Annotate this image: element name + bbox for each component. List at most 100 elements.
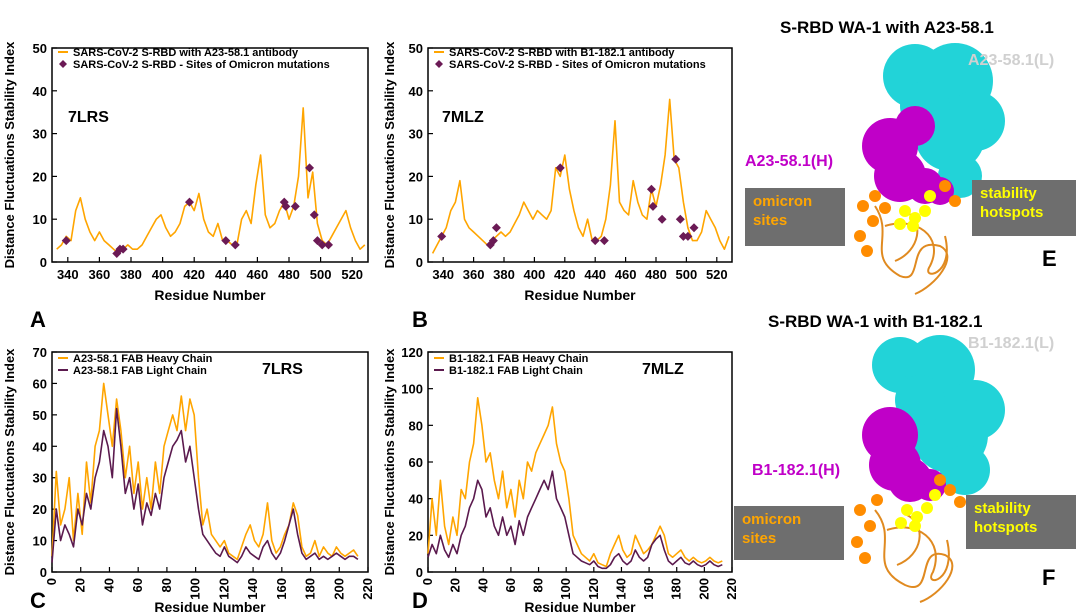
chart-a-omicron-marker [324,240,333,250]
chart-c-x-tick-label: 100 [188,578,203,600]
chart-c-x-tick-label: 20 [73,578,88,592]
chart-c-y-tick-label: 40 [33,439,47,454]
chart-d-x-tick-label: 60 [503,578,518,592]
chart-d-series-line-1 [427,470,723,570]
chart-c-y-tick-label: 50 [33,408,47,423]
chart-c-series-line-0 [51,382,359,561]
chart-b-y-tick-label: 50 [409,41,423,56]
panel-letter-a: A [30,307,46,332]
chart-a-x-tick-label: 520 [341,267,363,282]
chart-d-x-tick-label: 120 [586,578,601,600]
chart-b-legend-label-1: SARS-CoV-2 S-RBD - Sites of Omicron muta… [449,59,706,71]
chart-b-omicron-marker [675,214,685,224]
chart-a-omicron-marker [281,201,291,211]
chart-b-y-tick-label: 40 [409,84,423,99]
chart-b-omicron-marker [485,240,495,250]
chart-c-x-axis-label: Residue Number [154,599,266,614]
chart-b-x-tick-label: 460 [615,267,637,282]
chart-a-x-tick-label: 460 [247,267,269,282]
chart-a-omicron-marker [221,236,231,246]
chart-c-plot-frame [51,351,369,573]
chart-c-x-tick-label: 80 [159,578,174,592]
chart-d-x-tick-label: 200 [696,578,711,600]
chart-a-omicron-marker [61,236,71,246]
chart-a-x-tick-label: 380 [120,267,142,282]
chart-b-omicron-marker [689,223,699,233]
chart-a-omicron-marker [312,236,322,246]
chart-b-x-axis-label: Residue Number [524,287,636,303]
chart-a-x-axis-label: Residue Number [154,287,266,303]
chart-a-x-tick-label: 480 [278,267,300,282]
molecule-f-structure-icon [851,335,1005,603]
chart-c-y-tick-label: 70 [33,345,47,360]
chart-b-omicron-marker [648,201,658,211]
chart-c-x-tick-label: 140 [245,578,260,600]
chart-c-x-tick-label: 220 [360,578,375,600]
chart-b-omicron-marker [657,214,667,224]
chart-c-x-tick-label: 60 [130,578,145,592]
chart-a-omicron-marker [230,240,240,250]
chart-d-plot-frame [427,351,733,573]
chart-d-x-tick-label: 180 [669,578,684,600]
molecule-f-title: S-RBD WA-1 with B1-182.1 [768,312,983,331]
chart-a-y-tick-label: 10 [33,212,47,227]
chart-b-omicron-marker [683,231,693,241]
chart-a-y-tick-label: 0 [40,255,47,270]
chart-a-y-tick-label: 30 [33,127,47,142]
chart-a-y-axis-label: Distance Fluctuations Stability Index [2,41,17,269]
chart-c-legend-label-0: A23-58.1 FAB Heavy Chain [73,353,213,365]
molecule-e-structure-icon [854,43,1005,295]
chart-panel-a: 340 360 380 400 420 440 460 480 500 520 0 10 20 30 40 5… [2,41,369,303]
chart-b-omicron-marker [678,231,688,241]
chart-b-plot-frame [427,47,733,263]
chart-d-legend-label-1: B1-182.1 FAB Light Chain [449,365,583,377]
chart-a-legend-label-0: SARS-CoV-2 S-RBD with A23-58.1 antibody [73,47,299,59]
molecule-f-heavy-chain-label: B1-182.1(H) [752,462,841,479]
chart-c-x-tick-label: 0 [44,578,59,585]
panel-letter-e: E [1042,246,1057,271]
chart-d-y-tick-label: 100 [401,382,423,397]
chart-d-x-tick-label: 140 [613,578,628,600]
chart-c-y-tick-label: 30 [33,471,47,486]
chart-d-y-axis-label: Distance Fluctuations Stability Index [382,348,397,576]
chart-a-x-tick-label: 500 [310,267,332,282]
chart-b-y-tick-label: 0 [416,255,423,270]
chart-b-x-tick-label: 360 [463,267,485,282]
chart-d-x-tick-label: 20 [448,578,463,592]
chart-c-y-tick-label: 60 [33,376,47,391]
chart-b-y-tick-label: 10 [409,212,423,227]
chart-b-omicron-marker [491,223,501,233]
molecule-e-title: S-RBD WA-1 with A23-58.1 [780,18,994,37]
chart-b-omicron-marker [488,236,498,246]
chart-d-x-tick-label: 40 [475,578,490,592]
chart-b-x-tick-label: 480 [645,267,667,282]
chart-d-x-tick-label: 220 [724,578,739,600]
chart-a-x-tick-label: 420 [183,267,205,282]
chart-b-x-tick-label: 420 [554,267,576,282]
chart-c-y-axis-label: Distance Fluctuations Stability Index [2,348,17,576]
chart-panel-c: 0 20 40 60 80 100 120 140 160 180 200 220 0 10 20 30 40 5… [2,345,375,614]
chart-b-omicron-marker [437,231,447,241]
chart-a-series-line-0 [56,107,366,255]
chart-d-y-tick-label: 60 [409,455,423,470]
chart-d-x-axis-label: Residue Number [524,599,636,614]
chart-c-x-tick-label: 120 [216,578,231,600]
chart-a-x-tick-label: 340 [57,267,79,282]
chart-d-y-tick-label: 0 [416,565,423,580]
chart-panel-b: 340 360 380 400 420 440 460 480 500 520 0 10 20 30 40 5… [382,41,733,303]
chart-a-y-tick-label: 50 [33,41,47,56]
chart-c-x-tick-label: 40 [101,578,116,592]
chart-a-y-tick-label: 20 [33,169,47,184]
panel-letter-d: D [412,588,428,613]
chart-a-x-tick-label: 400 [152,267,174,282]
chart-a-legend-swatch-1 [59,60,67,68]
chart-c-series-line-1 [51,407,359,564]
molecule-e-stability-hotspots-box: stability hotspots [972,180,1076,236]
chart-a-omicron-marker [290,201,300,211]
chart-b-x-tick-label: 440 [584,267,606,282]
chart-panel-d: 0 20 40 60 80 100 120 140 160 180 200 220 0 20 40 60 80 1… [382,345,739,614]
chart-a-legend-label-1: SARS-CoV-2 S-RBD - Sites of Omicron muta… [73,59,330,71]
chart-a-x-tick-label: 360 [89,267,111,282]
chart-c-legend-label-1: A23-58.1 FAB Light Chain [73,365,207,377]
chart-c-x-tick-label: 180 [303,578,318,600]
